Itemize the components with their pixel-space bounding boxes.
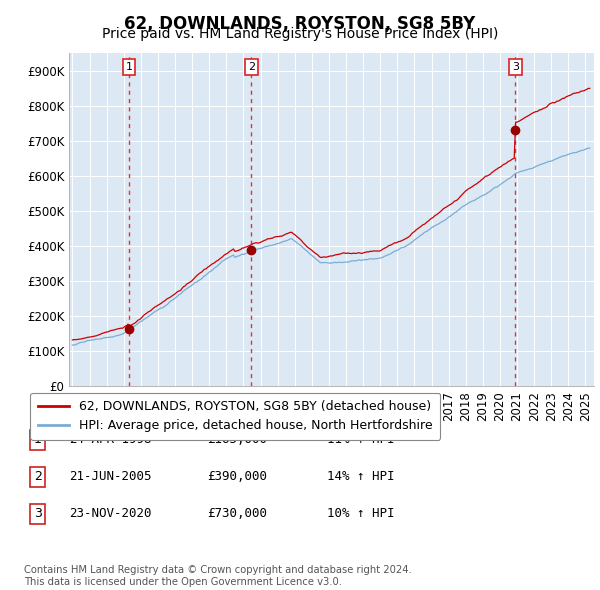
Legend: 62, DOWNLANDS, ROYSTON, SG8 5BY (detached house), HPI: Average price, detached h: 62, DOWNLANDS, ROYSTON, SG8 5BY (detache… [30, 393, 440, 440]
Text: Price paid vs. HM Land Registry's House Price Index (HPI): Price paid vs. HM Land Registry's House … [102, 27, 498, 41]
Text: £165,000: £165,000 [207, 433, 267, 446]
Text: 11% ↑ HPI: 11% ↑ HPI [327, 433, 395, 446]
Text: 3: 3 [512, 62, 519, 72]
Text: 21-JUN-2005: 21-JUN-2005 [69, 470, 151, 483]
Text: 1: 1 [125, 62, 133, 72]
Text: 24-APR-1998: 24-APR-1998 [69, 433, 151, 446]
Text: 1: 1 [34, 433, 42, 446]
Text: 62, DOWNLANDS, ROYSTON, SG8 5BY: 62, DOWNLANDS, ROYSTON, SG8 5BY [124, 15, 476, 33]
Text: 14% ↑ HPI: 14% ↑ HPI [327, 470, 395, 483]
Text: Contains HM Land Registry data © Crown copyright and database right 2024.
This d: Contains HM Land Registry data © Crown c… [24, 565, 412, 587]
Text: 2: 2 [34, 470, 42, 483]
Text: £730,000: £730,000 [207, 507, 267, 520]
Text: 10% ↑ HPI: 10% ↑ HPI [327, 507, 395, 520]
Text: 3: 3 [34, 507, 42, 520]
Text: 23-NOV-2020: 23-NOV-2020 [69, 507, 151, 520]
Text: £390,000: £390,000 [207, 470, 267, 483]
Text: 2: 2 [248, 62, 255, 72]
